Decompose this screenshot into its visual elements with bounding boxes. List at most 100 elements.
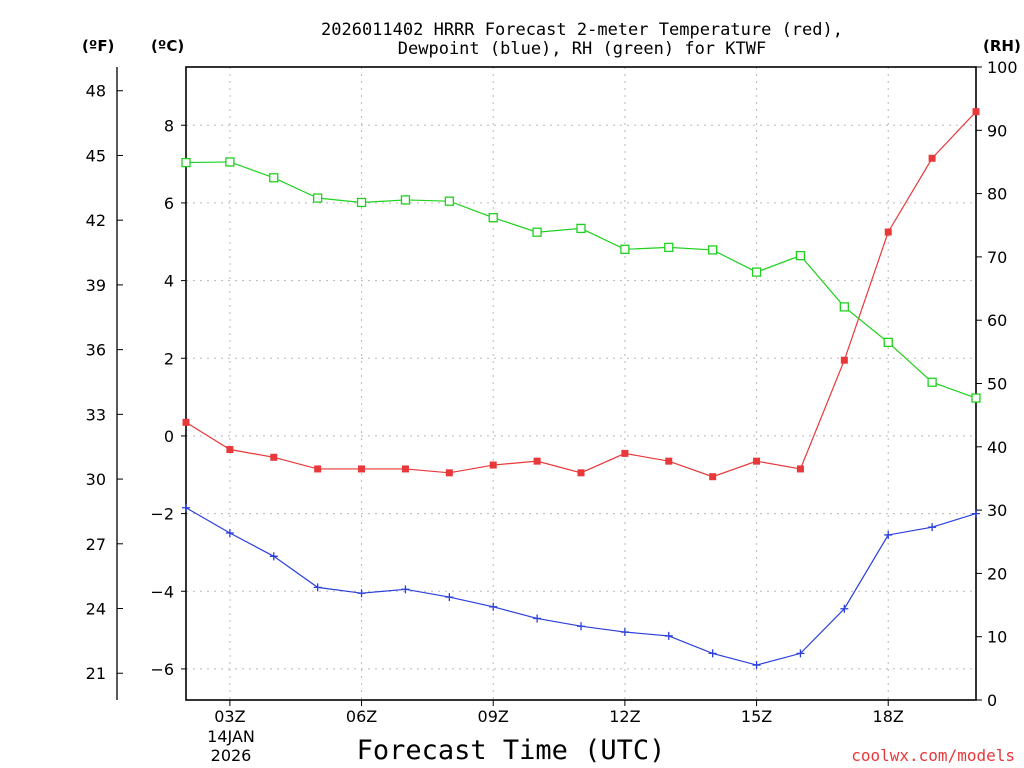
dewpoint-point xyxy=(533,614,542,623)
fahrenheit-tick-label: 27 xyxy=(86,535,106,554)
x-axis-label: Forecast Time (UTC) xyxy=(357,735,666,766)
dewpoint-point xyxy=(357,589,366,598)
fahrenheit-tick-label: 48 xyxy=(86,82,106,101)
x-tick-label: 06Z xyxy=(346,707,377,726)
temperature-point xyxy=(401,465,409,473)
dewpoint-point xyxy=(840,604,849,613)
temperature-point xyxy=(665,457,673,465)
chart-title-line-2: Dewpoint (blue), RH (green) for KTWF xyxy=(398,39,766,59)
rh-point xyxy=(971,393,981,403)
fahrenheit-unit-label: (ºF) xyxy=(82,37,114,55)
dewpoint-point xyxy=(796,649,805,658)
x-tick-label: 18Z xyxy=(873,707,904,726)
plot-frame xyxy=(185,66,977,701)
fahrenheit-tick-label: 45 xyxy=(86,146,106,165)
dewpoint-point xyxy=(620,628,629,637)
fahrenheit-tick-label: 21 xyxy=(86,664,106,683)
temperature-point xyxy=(621,449,629,457)
tick-labels: 03Z 06Z 09Z 12Z 15Z 18Z86420−2−4−648454239363… xyxy=(86,58,1018,726)
rh-point xyxy=(664,242,674,253)
date-label-year: 2026 xyxy=(211,746,252,765)
rh-line xyxy=(185,161,977,399)
temperature-point xyxy=(226,446,234,454)
celsius-tick-label: −6 xyxy=(150,660,174,679)
rh-tick-label: 0 xyxy=(987,691,997,710)
chart-title-line-1: 2026011402 HRRR Forecast 2-meter Tempera… xyxy=(321,20,843,40)
rh-point xyxy=(883,337,893,348)
x-tick-label: 15Z xyxy=(741,707,772,726)
fahrenheit-tick-label: 39 xyxy=(86,276,106,295)
celsius-tick-label: 4 xyxy=(164,272,174,291)
fahrenheit-tick-label: 30 xyxy=(86,470,106,489)
chart-title: 2026011402 HRRR Forecast 2-meter Tempera… xyxy=(321,20,843,59)
gridlines xyxy=(186,67,976,700)
rh-tick-label: 50 xyxy=(987,375,1007,394)
temperature-point xyxy=(533,457,541,465)
rh-point xyxy=(839,302,849,312)
temperature-point xyxy=(753,457,761,465)
rh-tick-label: 10 xyxy=(987,628,1007,647)
dewpoint-point xyxy=(489,602,498,611)
temperature-point xyxy=(972,108,980,116)
celsius-tick-label: 0 xyxy=(164,427,174,446)
rh-tick-label: 90 xyxy=(987,121,1007,140)
rh-point xyxy=(927,377,937,387)
x-tick-label: 03Z xyxy=(214,707,245,726)
rh-point xyxy=(620,244,630,254)
rh-point xyxy=(356,197,367,208)
celsius-tick-label: −4 xyxy=(150,582,174,601)
dewpoint-point xyxy=(225,529,234,538)
temperature-point xyxy=(314,465,322,473)
dewpoint-line xyxy=(185,507,977,666)
dewpoint-point xyxy=(884,530,893,539)
dewpoint-point xyxy=(269,552,278,561)
celsius-tick-label: −2 xyxy=(150,505,174,524)
fahrenheit-tick-label: 33 xyxy=(86,405,106,424)
rh-point xyxy=(269,173,279,183)
dewpoint-point xyxy=(752,661,761,670)
date-label-day: 14JAN xyxy=(207,727,255,746)
dewpoint-point xyxy=(182,503,190,512)
rh-point xyxy=(795,250,806,261)
celsius-tick-label: 2 xyxy=(164,349,174,368)
dewpoint-point xyxy=(664,631,673,640)
rh-point xyxy=(225,157,235,167)
data-series xyxy=(181,108,981,670)
celsius-unit-label: (ºC) xyxy=(151,37,184,55)
rh-tick-label: 80 xyxy=(987,185,1007,204)
temperature-point xyxy=(358,465,366,473)
celsius-tick-label: 6 xyxy=(164,194,174,213)
rh-point xyxy=(751,267,762,277)
temperature-point xyxy=(709,473,717,481)
rh-tick-label: 60 xyxy=(987,311,1007,330)
dewpoint-point xyxy=(928,523,937,532)
rh-point xyxy=(444,196,454,206)
rh-point xyxy=(576,223,586,234)
rh-point xyxy=(532,227,542,237)
temperature-point xyxy=(840,356,848,364)
temperature-point xyxy=(928,154,936,162)
rh-point xyxy=(313,193,323,203)
dewpoint-point xyxy=(401,585,410,594)
temperature-point xyxy=(270,453,278,461)
x-tick-label: 12Z xyxy=(609,707,640,726)
temperature-point xyxy=(445,469,453,477)
fahrenheit-tick-label: 24 xyxy=(86,600,106,619)
dewpoint-point xyxy=(313,583,322,592)
rh-tick-label: 40 xyxy=(987,438,1007,457)
rh-unit-label: (RH) xyxy=(983,37,1021,55)
fahrenheit-tick-label: 36 xyxy=(86,341,106,360)
credit-text: coolwx.com/models xyxy=(851,746,1015,765)
rh-point xyxy=(181,157,191,168)
celsius-tick-label: 8 xyxy=(164,116,174,135)
temperature-point xyxy=(796,465,804,473)
fahrenheit-tick-label: 42 xyxy=(86,211,106,230)
rh-point xyxy=(488,213,498,223)
rh-tick-label: 70 xyxy=(987,248,1007,267)
temperature-point xyxy=(489,461,497,469)
temperature-point xyxy=(884,228,892,236)
x-tick-label: 09Z xyxy=(478,707,509,726)
rh-tick-label: 100 xyxy=(987,58,1018,77)
temperature-point xyxy=(182,418,190,426)
rh-tick-label: 20 xyxy=(987,564,1007,583)
